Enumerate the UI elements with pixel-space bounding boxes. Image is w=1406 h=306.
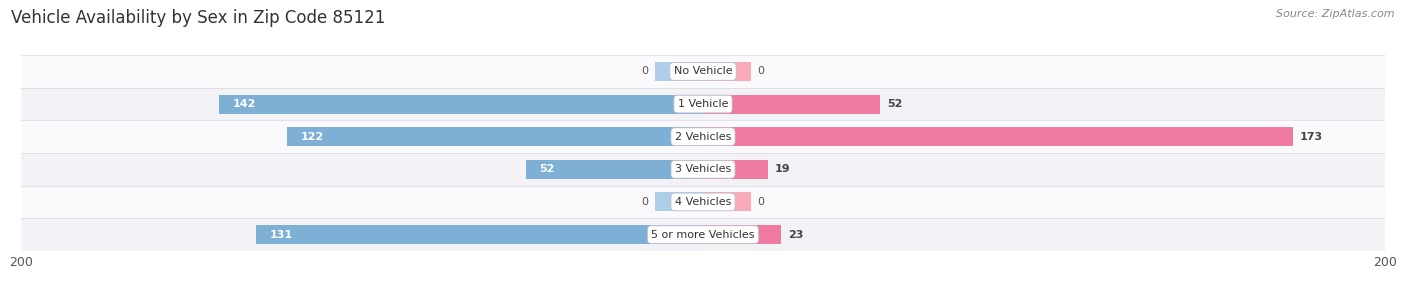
Bar (21, 88, 1385, 120)
Bar (703, 62, 751, 81)
Bar (256, 225, 703, 244)
Text: No Vehicle: No Vehicle (673, 66, 733, 76)
Text: 5 or more Vehicles: 5 or more Vehicles (651, 230, 755, 240)
Bar (21, 120, 1385, 153)
Text: 1 Vehicle: 1 Vehicle (678, 99, 728, 109)
Bar (526, 160, 703, 179)
Text: 0: 0 (641, 66, 648, 76)
Text: 4 Vehicles: 4 Vehicles (675, 197, 731, 207)
Text: 173: 173 (1299, 132, 1323, 142)
Text: 19: 19 (775, 164, 790, 174)
Text: 2 Vehicles: 2 Vehicles (675, 132, 731, 142)
Text: 52: 52 (540, 164, 555, 174)
Text: 142: 142 (232, 99, 256, 109)
Bar (21, 55, 1385, 88)
Bar (219, 95, 703, 114)
Text: 23: 23 (789, 230, 804, 240)
Text: 0: 0 (758, 197, 765, 207)
Text: Source: ZipAtlas.com: Source: ZipAtlas.com (1277, 9, 1395, 19)
Text: 122: 122 (301, 132, 323, 142)
Bar (21, 186, 1385, 218)
Bar (703, 127, 1294, 146)
Text: 0: 0 (641, 197, 648, 207)
Bar (21, 218, 1385, 251)
Bar (21, 153, 1385, 186)
Text: 3 Vehicles: 3 Vehicles (675, 164, 731, 174)
Text: 0: 0 (758, 66, 765, 76)
Bar (655, 62, 703, 81)
Text: 52: 52 (887, 99, 903, 109)
Bar (703, 192, 751, 211)
Bar (703, 160, 768, 179)
Bar (287, 127, 703, 146)
Text: Vehicle Availability by Sex in Zip Code 85121: Vehicle Availability by Sex in Zip Code … (11, 9, 385, 27)
Text: 131: 131 (270, 230, 292, 240)
Bar (655, 192, 703, 211)
Bar (703, 225, 782, 244)
Bar (703, 95, 880, 114)
